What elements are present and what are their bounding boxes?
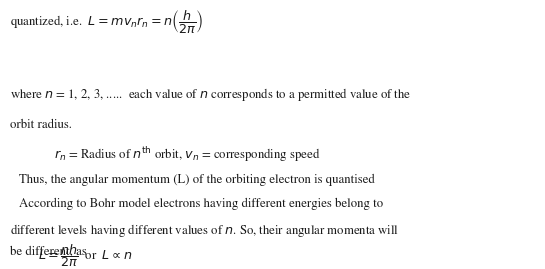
Text: According to Bohr model electrons having different energies belong to: According to Bohr model electrons having… (19, 198, 383, 210)
Text: be different, as: be different, as (10, 246, 87, 258)
Text: $L = \dfrac{nh}{2\pi}$  or  $L \propto n$: $L = \dfrac{nh}{2\pi}$ or $L \propto n$ (38, 242, 132, 269)
Text: where $n$ = 1, 2, 3, .....  each value of $n$ corresponds to a permitted value o: where $n$ = 1, 2, 3, ..... each value of… (10, 86, 411, 103)
Text: Thus, the angular momentum (L) of the orbiting electron is quantised: Thus, the angular momentum (L) of the or… (19, 174, 375, 186)
Text: $r_n$ = Radius of $n^{\mathrm{th}}$ orbit, $v_n$ = corresponding speed: $r_n$ = Radius of $n^{\mathrm{th}}$ orbi… (54, 145, 321, 164)
Text: different levels having different values of $n$. So, their angular momenta will: different levels having different values… (10, 222, 399, 239)
Text: orbit radius.: orbit radius. (10, 120, 72, 132)
Text: quantized, i.e.  $L = mv_nr_n = n\left(\dfrac{h}{2\pi}\right)$: quantized, i.e. $L = mv_nr_n = n\left(\d… (10, 8, 203, 35)
